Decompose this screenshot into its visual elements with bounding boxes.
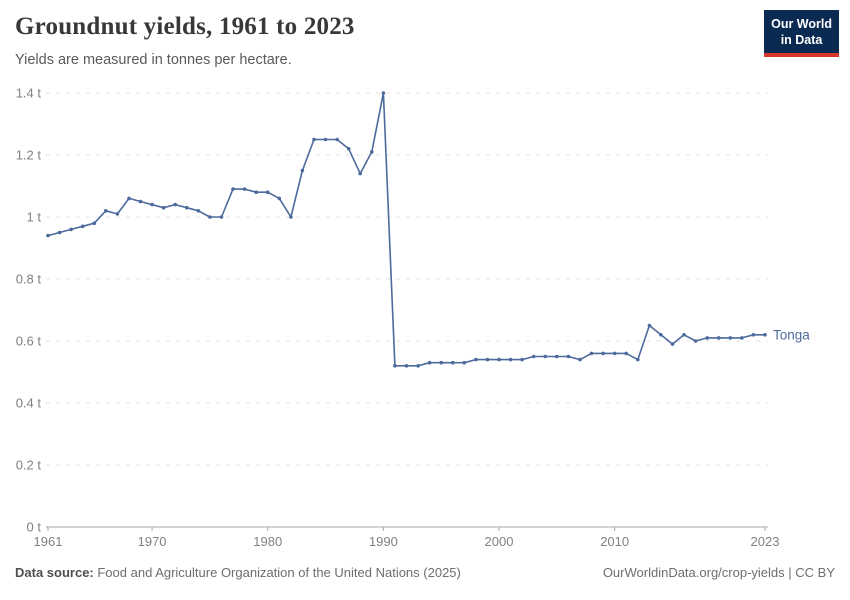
license-label: CC BY xyxy=(795,565,835,580)
data-point-marker xyxy=(497,357,501,362)
y-tick-label: 1 t xyxy=(27,210,42,225)
data-point-marker xyxy=(265,190,270,194)
data-point-marker xyxy=(451,360,455,365)
data-point-marker xyxy=(520,357,524,362)
y-tick-label: 0 t xyxy=(27,520,42,535)
data-point-marker xyxy=(208,215,212,219)
data-point-marker xyxy=(161,205,166,210)
data-point-marker xyxy=(173,202,177,207)
owid-logo-line2: in Data xyxy=(780,33,823,47)
data-point-marker xyxy=(104,209,108,213)
y-tick-label: 0.8 t xyxy=(16,272,42,287)
data-point-marker xyxy=(670,342,675,346)
data-point-marker xyxy=(636,357,640,362)
data-point-marker xyxy=(682,333,686,337)
data-point-marker xyxy=(624,351,628,356)
x-tick-label: 1970 xyxy=(138,534,167,549)
data-point-marker xyxy=(80,224,85,229)
data-point-marker xyxy=(566,354,571,359)
data-point-marker xyxy=(346,147,351,151)
owid-logo[interactable]: Our World in Data xyxy=(764,10,839,57)
data-point-marker xyxy=(740,336,744,340)
data-point-marker xyxy=(705,336,709,340)
y-tick-label: 1.4 t xyxy=(16,86,42,101)
data-point-marker xyxy=(612,351,617,356)
data-point-marker xyxy=(393,364,397,368)
footer-credit: OurWorldinData.org/crop-yields | CC BY xyxy=(603,565,835,580)
data-point-marker xyxy=(763,333,767,337)
y-tick-label: 0.2 t xyxy=(16,458,42,473)
data-point-marker xyxy=(323,137,328,142)
chart-title: Groundnut yields, 1961 to 2023 xyxy=(15,13,355,40)
data-point-marker xyxy=(485,357,490,362)
chart-subtitle: Yields are measured in tonnes per hectar… xyxy=(15,52,292,68)
data-point-marker xyxy=(150,202,154,207)
footer: Data source: Food and Agriculture Organi… xyxy=(15,565,835,580)
data-point-marker xyxy=(92,221,97,225)
data-point-marker xyxy=(370,150,374,154)
data-point-marker xyxy=(508,357,513,362)
data-point-marker xyxy=(196,209,201,213)
data-point-marker xyxy=(242,187,247,191)
data-point-marker xyxy=(335,137,339,142)
data-point-marker xyxy=(115,212,120,216)
y-tick-label: 1.2 t xyxy=(16,148,42,163)
data-point-marker xyxy=(474,357,478,362)
data-source-label: Data source: xyxy=(15,565,94,580)
owid-logo-line1: Our World xyxy=(771,17,832,31)
data-point-marker xyxy=(312,137,316,142)
data-point-marker xyxy=(277,196,282,201)
data-point-marker xyxy=(716,336,721,340)
data-point-marker xyxy=(57,230,62,235)
data-point-marker xyxy=(543,354,548,359)
x-tick-label: 1990 xyxy=(369,534,398,549)
data-point-marker xyxy=(589,351,594,356)
x-tick-label: 2010 xyxy=(600,534,629,549)
y-tick-label: 0.6 t xyxy=(16,334,42,349)
entity-label-tonga: Tonga xyxy=(773,327,810,342)
data-point-marker xyxy=(404,364,409,368)
x-tick-label: 1961 xyxy=(34,534,63,549)
data-point-marker xyxy=(531,354,536,359)
data-point-marker xyxy=(462,360,467,365)
data-point-marker xyxy=(231,187,235,191)
x-tick-label: 1980 xyxy=(253,534,282,549)
credit-separator: | xyxy=(784,565,796,580)
data-point-marker xyxy=(427,360,432,365)
data-point-marker xyxy=(185,205,189,210)
data-source-note: Data source: Food and Agriculture Organi… xyxy=(15,565,461,580)
x-tick-label: 2000 xyxy=(485,534,514,549)
data-point-marker xyxy=(578,357,582,362)
data-point-marker xyxy=(289,215,293,219)
data-point-marker xyxy=(300,168,305,173)
data-point-marker xyxy=(601,351,605,356)
owid-url-link[interactable]: OurWorldinData.org/crop-yields xyxy=(602,565,785,580)
data-point-marker xyxy=(358,171,363,176)
y-tick-label: 0.4 t xyxy=(16,396,42,411)
data-point-marker xyxy=(659,333,663,337)
data-point-marker xyxy=(254,190,258,194)
x-tick-label: 2023 xyxy=(751,534,780,549)
data-point-marker xyxy=(693,339,698,343)
data-point-marker xyxy=(728,336,733,340)
data-point-marker xyxy=(46,233,50,238)
data-point-marker xyxy=(555,354,559,359)
data-point-marker xyxy=(751,333,756,337)
data-point-marker xyxy=(381,91,386,95)
data-point-marker xyxy=(138,199,143,204)
data-point-marker xyxy=(127,196,131,201)
data-point-marker xyxy=(416,364,420,368)
data-source-text: Food and Agriculture Organization of the… xyxy=(93,565,461,580)
series-line-tonga xyxy=(47,92,765,367)
data-point-marker xyxy=(439,360,444,365)
data-point-marker xyxy=(647,323,652,328)
data-point-marker xyxy=(219,215,224,219)
data-point-marker xyxy=(69,227,73,232)
